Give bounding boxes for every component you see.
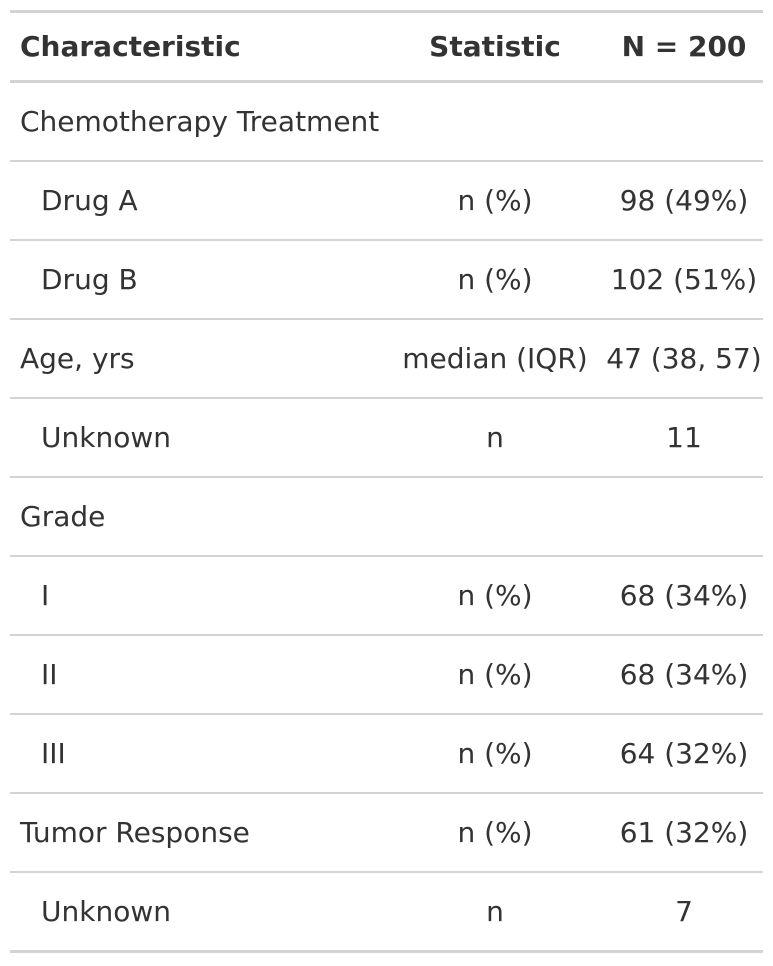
row-label: Age, yrs — [10, 318, 385, 398]
row-statistic: n (%) — [385, 713, 605, 793]
row-statistic: n (%) — [385, 555, 605, 635]
row-statistic: n (%) — [385, 239, 605, 319]
table-row: II n (%) 68 (34%) — [10, 634, 763, 714]
row-label: Tumor Response — [10, 792, 385, 872]
row-statistic: n (%) — [385, 160, 605, 240]
row-label: I — [10, 555, 385, 635]
row-label: Chemotherapy Treatment — [20, 105, 380, 138]
row-statistic: median (IQR) — [385, 318, 605, 398]
row-statistic: n — [385, 871, 605, 952]
header-row: Characteristic Statistic N = 200 — [10, 11, 763, 83]
row-statistic: n (%) — [385, 792, 605, 872]
row-value: 98 (49%) — [605, 160, 763, 240]
row-statistic — [385, 82, 605, 162]
table-row: Chemotherapy Treatment — [10, 82, 763, 162]
table-row: III n (%) 64 (32%) — [10, 713, 763, 793]
table-row: Drug B n (%) 102 (51%) — [10, 239, 763, 319]
row-statistic: n — [385, 397, 605, 477]
summary-table-container: Characteristic Statistic N = 200 Chemoth… — [10, 10, 763, 953]
row-value: 61 (32%) — [605, 792, 763, 872]
table-row: I n (%) 68 (34%) — [10, 555, 763, 635]
header-n: N = 200 — [605, 11, 763, 83]
table-row: Unknown n 11 — [10, 397, 763, 477]
row-label: Grade — [10, 476, 385, 556]
row-label: II — [10, 634, 385, 714]
summary-table: Characteristic Statistic N = 200 Chemoth… — [10, 10, 763, 953]
header-characteristic: Characteristic — [10, 11, 385, 83]
table-row: Grade — [10, 476, 763, 556]
header-statistic: Statistic — [385, 11, 605, 83]
row-value — [605, 476, 763, 556]
row-statistic — [385, 476, 605, 556]
row-value: 102 (51%) — [605, 239, 763, 319]
table-header: Characteristic Statistic N = 200 — [10, 11, 763, 83]
row-value: 68 (34%) — [605, 634, 763, 714]
row-label: Drug A — [10, 160, 385, 240]
row-label: Drug B — [10, 239, 385, 319]
row-statistic: n (%) — [385, 634, 605, 714]
row-label: III — [10, 713, 385, 793]
row-value: 7 — [605, 871, 763, 952]
row-value — [605, 82, 763, 162]
row-value: 11 — [605, 397, 763, 477]
table-row: Unknown n 7 — [10, 871, 763, 952]
table-row: Tumor Response n (%) 61 (32%) — [10, 792, 763, 872]
table-body: Chemotherapy Treatment Drug A n (%) 98 (… — [10, 82, 763, 952]
table-row: Drug A n (%) 98 (49%) — [10, 160, 763, 240]
row-label: Unknown — [10, 397, 385, 477]
row-value: 68 (34%) — [605, 555, 763, 635]
table-row: Age, yrs median (IQR) 47 (38, 57) — [10, 318, 763, 398]
row-value: 47 (38, 57) — [605, 318, 763, 398]
row-value: 64 (32%) — [605, 713, 763, 793]
row-label: Unknown — [10, 871, 385, 952]
